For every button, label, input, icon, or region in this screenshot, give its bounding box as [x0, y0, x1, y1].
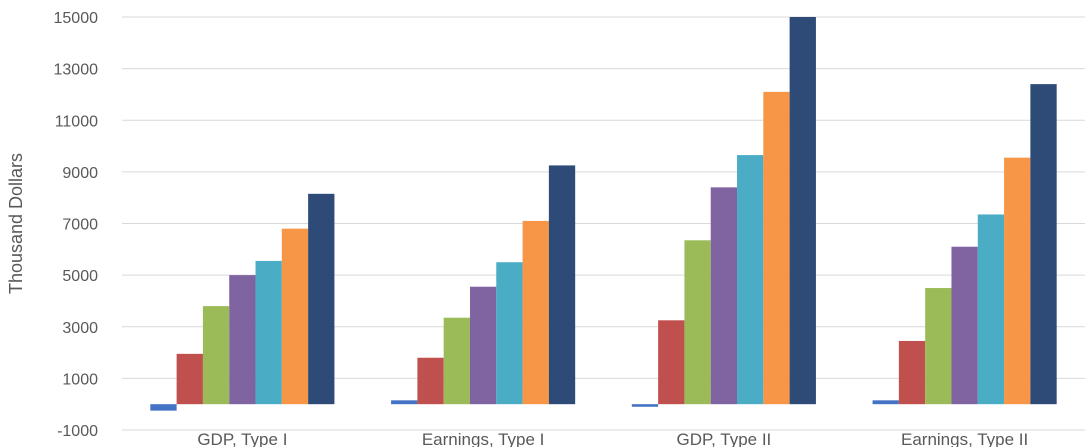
y-tick-label: 11000: [55, 113, 98, 130]
y-axis-tick-labels: -1000 1000 3000 5000 7000 9000 11000 13000 15000: [54, 10, 99, 440]
x-category-label: Earnings, Type I: [422, 430, 545, 447]
y-tick-label: 1000: [62, 371, 98, 388]
bar: [977, 214, 1005, 405]
y-tick-label: 3000: [62, 320, 98, 337]
bar: [469, 286, 497, 405]
y-tick-label: 15000: [54, 10, 99, 27]
x-axis-category-labels: GDP, Type I Earnings, Type I GDP, Type II E…: [197, 430, 1028, 447]
bar: [496, 262, 523, 405]
bar: [229, 275, 256, 405]
bar: [631, 404, 659, 407]
bar: [710, 187, 738, 405]
bar: [308, 193, 335, 405]
bars: [150, 17, 1057, 411]
bar: [255, 260, 282, 405]
x-category-label: Earnings, Type II: [901, 430, 1028, 447]
bar: [281, 228, 309, 405]
y-axis-label: Thousand Dollars: [6, 153, 26, 294]
bar: [684, 240, 711, 405]
x-category-label: GDP, Type I: [197, 430, 287, 447]
bar: [391, 400, 418, 405]
bar: [925, 288, 952, 405]
bar: [1004, 157, 1031, 405]
bar: [522, 220, 549, 405]
bar: [763, 91, 790, 405]
y-tick-label: 7000: [62, 217, 98, 234]
bar: [176, 353, 203, 405]
bar: [417, 357, 444, 405]
bar: [202, 306, 230, 405]
bar: [789, 17, 816, 405]
bar: [150, 404, 177, 411]
bar: [1030, 84, 1057, 405]
bar: [658, 320, 685, 405]
bar: [737, 155, 764, 405]
y-tick-label: 9000: [62, 165, 98, 182]
x-category-label: GDP, Type II: [676, 430, 771, 447]
bar: [548, 165, 576, 405]
bar: [443, 317, 470, 405]
y-tick-label: 5000: [62, 268, 98, 285]
bar: [872, 400, 899, 405]
y-tick-label: 13000: [54, 62, 99, 79]
bar: [951, 246, 978, 405]
bar: [898, 340, 926, 405]
y-tick-label: -1000: [57, 423, 98, 440]
